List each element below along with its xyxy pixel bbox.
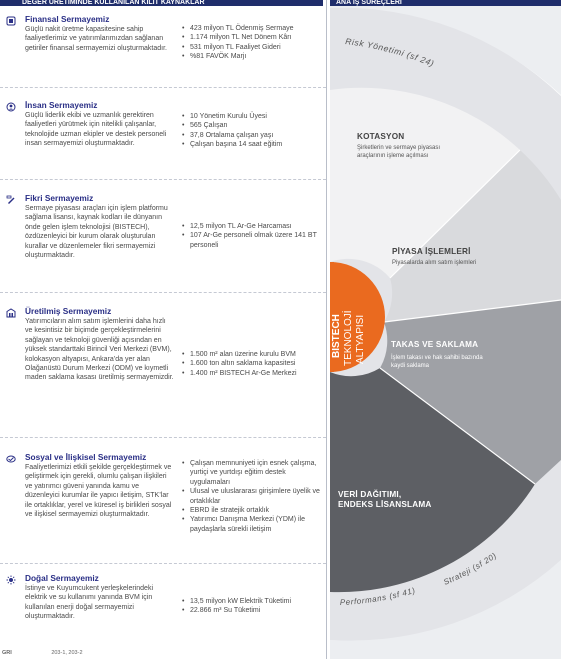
capital-row-natural: Doğal Sermayemiz İstinye ve Kuyumcukent … [0,573,326,647]
social-capital-icon [6,455,16,463]
kpi-item: 531 milyon TL Faaliyet Gideri [181,43,326,53]
kpi-item: Yatırımcı Danışma Merkezi (YDM) ile payd… [181,515,326,534]
outer-ring [330,6,561,659]
segment-description: İşlem takası ve hak sahibi bazında kaydi… [391,355,483,369]
capital-kpi-list: 13,5 milyon kW Elektrik Tüketimi 22.866 … [181,597,326,616]
capital-title: Finansal Sermayemiz [25,14,110,24]
capital-kpi-list: Çalışan memnuniyeti için esnek çalışma, … [181,459,326,534]
kpi-item: 37,8 Ortalama çalışan yaşı [181,131,326,141]
capital-kpi-list: 423 milyon TL Ödenmiş Sermaye 1.174 mily… [181,24,326,62]
capital-description: Faaliyetlerimizi etkili şekilde gerçekle… [25,464,172,519]
segment-veri [330,368,535,593]
kpi-item: 22.866 m³ Su Tüketimi [181,606,326,616]
capital-title: Doğal Sermayemiz [25,573,99,583]
segment-takas [380,300,561,484]
segment-piyasa [384,150,561,322]
kpi-item: 423 milyon TL Ödenmiş Sermaye [181,24,326,34]
center-line-1: BISTECH [331,314,342,358]
capital-description: Yatırımcıların alım satım işlemlerini da… [25,318,174,382]
segment-description: Piyasalarda alım satım işlemleri [392,260,477,266]
segment-title: PİYASA İŞLEMLERİ [392,247,471,256]
kpi-item: Çalışan memnuniyeti için esnek çalışma, … [181,459,326,487]
center-hub [330,262,385,372]
kpi-item: Çalışan başına 14 saat eğitim [181,140,326,150]
natural-capital-icon [6,575,16,585]
financial-capital-icon [6,16,16,26]
capital-description: Güçlü nakit üretme kapasitesine sahip fa… [25,26,167,52]
kpi-item: 565 Çalışan [181,121,326,131]
right-column-header: ANA İŞ SÜREÇLERİ [330,0,561,6]
capital-kpi-list: 10 Yönetim Kurulu Üyesi 565 Çalışan 37,8… [181,112,326,150]
gri-codes: 203-1, 203-2 [51,650,83,656]
kpi-item: 1.400 m² BISTECH Ar-Ge Merkezi [181,369,326,379]
column-divider [326,0,327,659]
capital-title: Sosyal ve İlişkisel Sermayemiz [25,452,147,462]
capital-row-human: İnsan Sermayemiz Güçlü liderlik ekibi ve… [0,100,326,180]
kpi-item: 1.500 m² alan üzerine kurulu BVM [181,350,326,360]
kpi-item: 1.600 ton altın saklama kapasitesi [181,359,326,369]
capital-row-intellectual: Fikri Sermayemiz Sermaye piyasası araçla… [0,193,326,293]
kpi-item: %81 FAVÖK Marjı [181,52,326,62]
intellectual-capital-icon [6,195,15,204]
manufactured-capital-icon [6,308,16,318]
kpi-item: 12,5 milyon TL Ar-Ge Harcaması [181,222,326,232]
center-technology-label: BISTECH TEKNOLOJİ ALTYAPISI [331,270,391,370]
gri-label: GRI [2,650,12,656]
kpi-item: 13,5 milyon kW Elektrik Tüketimi [181,597,326,607]
capital-description: İstinye ve Kuyumcukent yerleşkelerindeki… [25,585,154,621]
left-column-header: DEĞER ÜRETİMİNDE KULLANILAN KILIT KAYNAK… [0,0,323,6]
human-capital-icon [6,102,16,112]
kpi-item: 1.174 milyon TL Net Dönem Kârı [181,33,326,43]
segment-title: TAKAS VE SAKLAMA [391,340,479,349]
capital-title: İnsan Sermayemiz [25,100,98,110]
segment-kotasyon [330,87,520,278]
footer-gri: GRI 203-1, 203-2 [0,650,83,656]
capital-description: Güçlü liderlik ekibi ve uzmanlık gerekti… [25,112,167,148]
capital-description: Sermaye piyasası araçları için işlem pla… [25,205,168,260]
capital-row-social: Sosyal ve İlişkisel Sermayemiz Faaliyetl… [0,452,326,564]
kpi-item: EBRD ile stratejik ortaklık [181,506,326,516]
kpi-item: Ulusal ve uluslararası girişimlere üyeli… [181,487,326,506]
segment-title: VERİ DAĞITIMI, ENDEKS LİSANSLAMA [338,490,432,509]
segment-title: KOTASYON [357,132,405,141]
capital-kpi-list: 1.500 m² alan üzerine kurulu BVM 1.600 t… [181,350,326,379]
segment-description: Şirketlerin ve sermaye piyasası araçları… [357,145,441,159]
kpi-item: 107 Ar-Ge personeli olmak üzere 141 BT p… [181,231,326,250]
center-line-2: TEKNOLOJİ [343,310,354,366]
kpi-item: 10 Yönetim Kurulu Üyesi [181,112,326,122]
capital-kpi-list: 12,5 milyon TL Ar-Ge Harcaması 107 Ar-Ge… [181,222,326,250]
capital-row-manufactured: Üretilmiş Sermayemiz Yatırımcıların alım… [0,306,326,438]
center-line-3: ALTYAPISI [355,314,366,364]
capital-title: Fikri Sermayemiz [25,193,94,203]
capital-title: Üretilmiş Sermayemiz [25,306,112,316]
capital-row-financial: Finansal Sermayemiz Güçlü nakit üretme k… [0,14,326,88]
